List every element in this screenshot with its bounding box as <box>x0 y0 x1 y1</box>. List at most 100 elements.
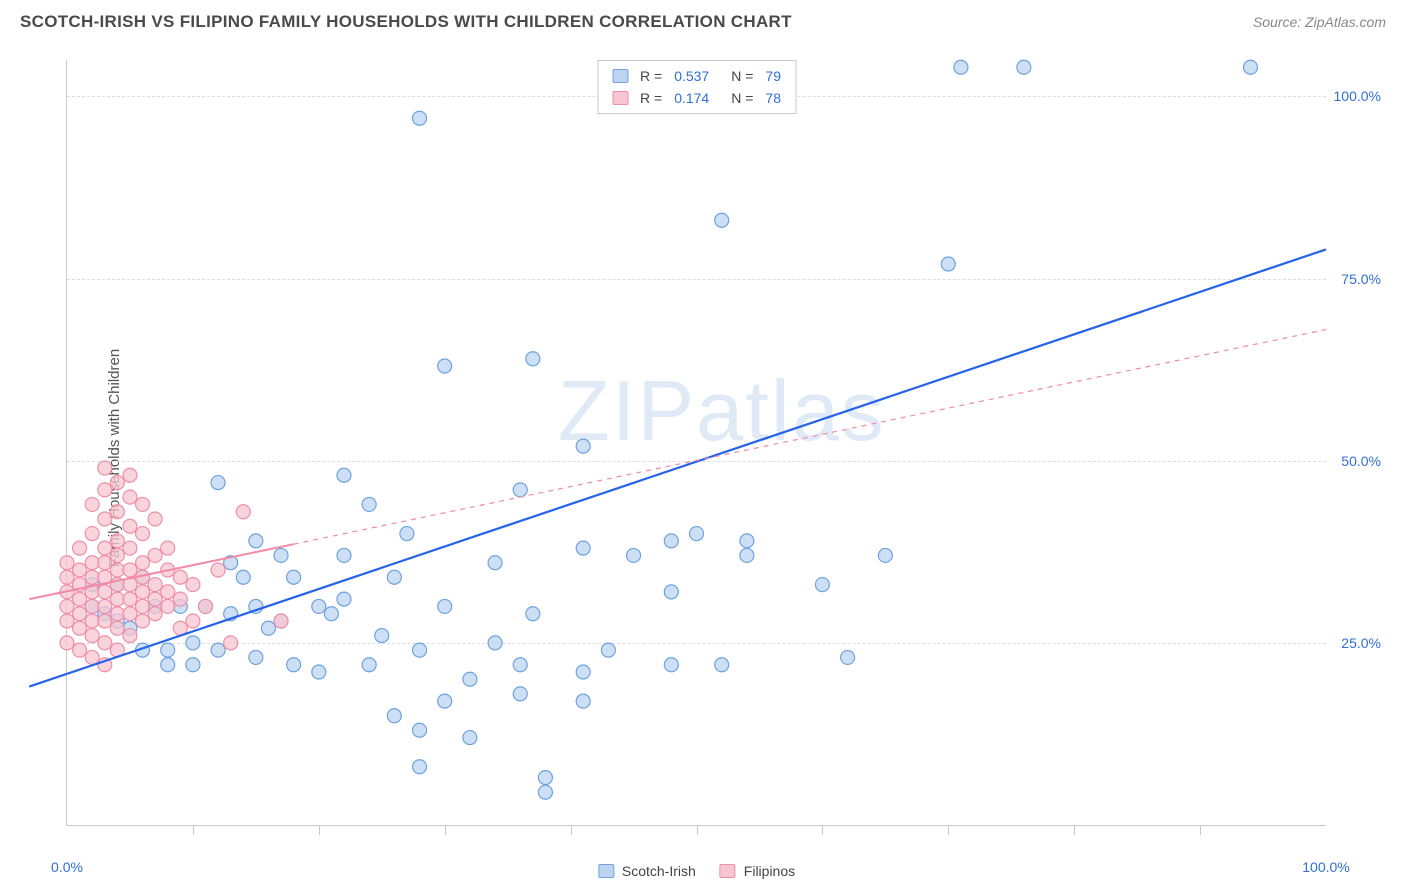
data-point <box>576 665 590 679</box>
x-tick <box>1200 825 1201 835</box>
data-point <box>400 527 414 541</box>
data-point <box>123 519 137 533</box>
data-point <box>690 527 704 541</box>
data-point <box>664 658 678 672</box>
data-point <box>110 621 124 635</box>
x-tick <box>445 825 446 835</box>
data-point <box>463 731 477 745</box>
data-point <box>236 505 250 519</box>
data-point <box>60 614 74 628</box>
data-point <box>526 607 540 621</box>
data-point <box>576 439 590 453</box>
chart-container: Family Households with Children ZIPatlas… <box>36 60 1326 856</box>
data-point <box>73 607 87 621</box>
data-point <box>161 599 175 613</box>
data-point <box>60 570 74 584</box>
data-point <box>287 570 301 584</box>
data-point <box>715 658 729 672</box>
x-tick <box>822 825 823 835</box>
data-point <box>211 476 225 490</box>
data-point <box>110 505 124 519</box>
data-point <box>362 658 376 672</box>
data-point <box>98 483 112 497</box>
legend-n-label: N = <box>731 65 753 87</box>
data-point <box>148 512 162 526</box>
data-point <box>123 607 137 621</box>
legend-n-value: 78 <box>765 87 781 109</box>
legend-r-value: 0.537 <box>674 65 709 87</box>
data-point <box>85 629 99 643</box>
x-tick-label: 0.0% <box>51 859 83 875</box>
data-point <box>161 585 175 599</box>
data-point <box>110 592 124 606</box>
data-point <box>1017 60 1031 74</box>
data-point <box>73 621 87 635</box>
x-tick-label: 100.0% <box>1302 859 1349 875</box>
data-point <box>136 527 150 541</box>
data-point <box>413 111 427 125</box>
data-point <box>362 497 376 511</box>
legend-r-label: R = <box>640 87 662 109</box>
data-point <box>841 650 855 664</box>
y-tick-label: 75.0% <box>1341 271 1381 287</box>
data-point <box>387 570 401 584</box>
data-point <box>815 578 829 592</box>
data-point <box>60 556 74 570</box>
data-point <box>85 556 99 570</box>
data-point <box>941 257 955 271</box>
legend-swatch <box>598 864 614 878</box>
x-tick <box>1074 825 1075 835</box>
data-point <box>98 512 112 526</box>
data-point <box>98 614 112 628</box>
data-point <box>488 556 502 570</box>
data-point <box>312 665 326 679</box>
legend-n-label: N = <box>731 87 753 109</box>
data-point <box>224 636 238 650</box>
data-point <box>161 541 175 555</box>
trend-line <box>29 249 1326 686</box>
data-point <box>161 643 175 657</box>
data-point <box>715 213 729 227</box>
data-point <box>236 570 250 584</box>
data-point <box>878 548 892 562</box>
legend-series-item: Scotch-Irish <box>598 863 696 879</box>
data-point <box>413 723 427 737</box>
y-tick-label: 50.0% <box>1341 453 1381 469</box>
data-point <box>73 541 87 555</box>
data-point <box>136 585 150 599</box>
data-point <box>576 541 590 555</box>
data-point <box>324 607 338 621</box>
data-point <box>136 614 150 628</box>
x-tick <box>571 825 572 835</box>
data-point <box>664 534 678 548</box>
data-point <box>211 563 225 577</box>
chart-title: SCOTCH-IRISH VS FILIPINO FAMILY HOUSEHOL… <box>20 12 792 32</box>
legend-r-value: 0.174 <box>674 87 709 109</box>
legend-swatch <box>612 91 628 105</box>
chart-header: SCOTCH-IRISH VS FILIPINO FAMILY HOUSEHOL… <box>0 0 1406 40</box>
data-point <box>173 592 187 606</box>
data-point <box>740 534 754 548</box>
data-point <box>85 570 99 584</box>
data-point <box>85 527 99 541</box>
data-point <box>110 548 124 562</box>
data-point <box>186 578 200 592</box>
legend-r-label: R = <box>640 65 662 87</box>
x-tick <box>319 825 320 835</box>
legend-n-value: 79 <box>765 65 781 87</box>
data-point <box>85 497 99 511</box>
chart-source: Source: ZipAtlas.com <box>1253 14 1386 30</box>
data-point <box>73 592 87 606</box>
data-point <box>438 694 452 708</box>
data-point <box>161 658 175 672</box>
data-point <box>98 556 112 570</box>
data-point <box>198 599 212 613</box>
data-point <box>98 599 112 613</box>
y-tick-label: 100.0% <box>1334 88 1381 104</box>
data-point <box>73 643 87 657</box>
data-point <box>740 548 754 562</box>
data-point <box>463 672 477 686</box>
data-point <box>1243 60 1257 74</box>
data-point <box>337 468 351 482</box>
x-tick <box>697 825 698 835</box>
